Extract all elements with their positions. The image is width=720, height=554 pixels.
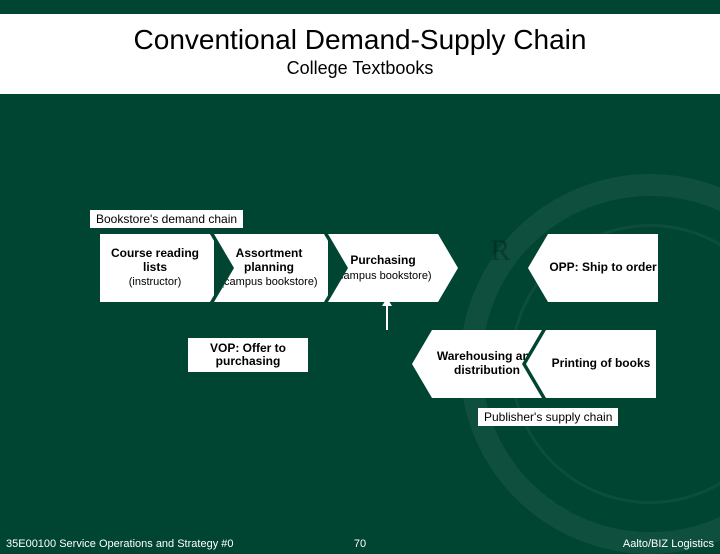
demand-step-3-title: Purchasing [350, 254, 415, 268]
slide-title: Conventional Demand-Supply Chain [0, 24, 720, 56]
demand-step-2-sub: (campus bookstore) [220, 276, 317, 289]
demand-chain-label: Bookstore's demand chain [90, 210, 243, 228]
demand-step-2: Assortment planning (campus bookstore) [214, 234, 324, 302]
demand-step-1-sub: (instructor) [129, 276, 182, 289]
demand-step-3: Purchasing (campus bookstore) [328, 234, 438, 302]
supply-chain-label: Publisher's supply chain [478, 408, 618, 426]
supply-step-opp: OPP: Ship to order [548, 234, 658, 302]
demand-step-1: Course reading lists (instructor) [100, 234, 210, 302]
footer: 35E00100 Service Operations and Strategy… [0, 532, 720, 554]
connector-arrow [386, 306, 388, 330]
supply-step-printing: Printing of books [546, 330, 656, 398]
supply-step-opp-title: OPP: Ship to order [549, 261, 656, 275]
slide-subtitle: College Textbooks [0, 58, 720, 79]
vop-box: VOP: Offer to purchasing [188, 338, 308, 372]
demand-step-3-sub: (campus bookstore) [334, 270, 431, 283]
supply-step-printing-title: Printing of books [552, 357, 651, 371]
title-bar: Conventional Demand-Supply Chain College… [0, 14, 720, 94]
demand-step-1-title: Course reading lists [100, 247, 210, 275]
demand-step-2-title: Assortment planning [214, 247, 324, 275]
